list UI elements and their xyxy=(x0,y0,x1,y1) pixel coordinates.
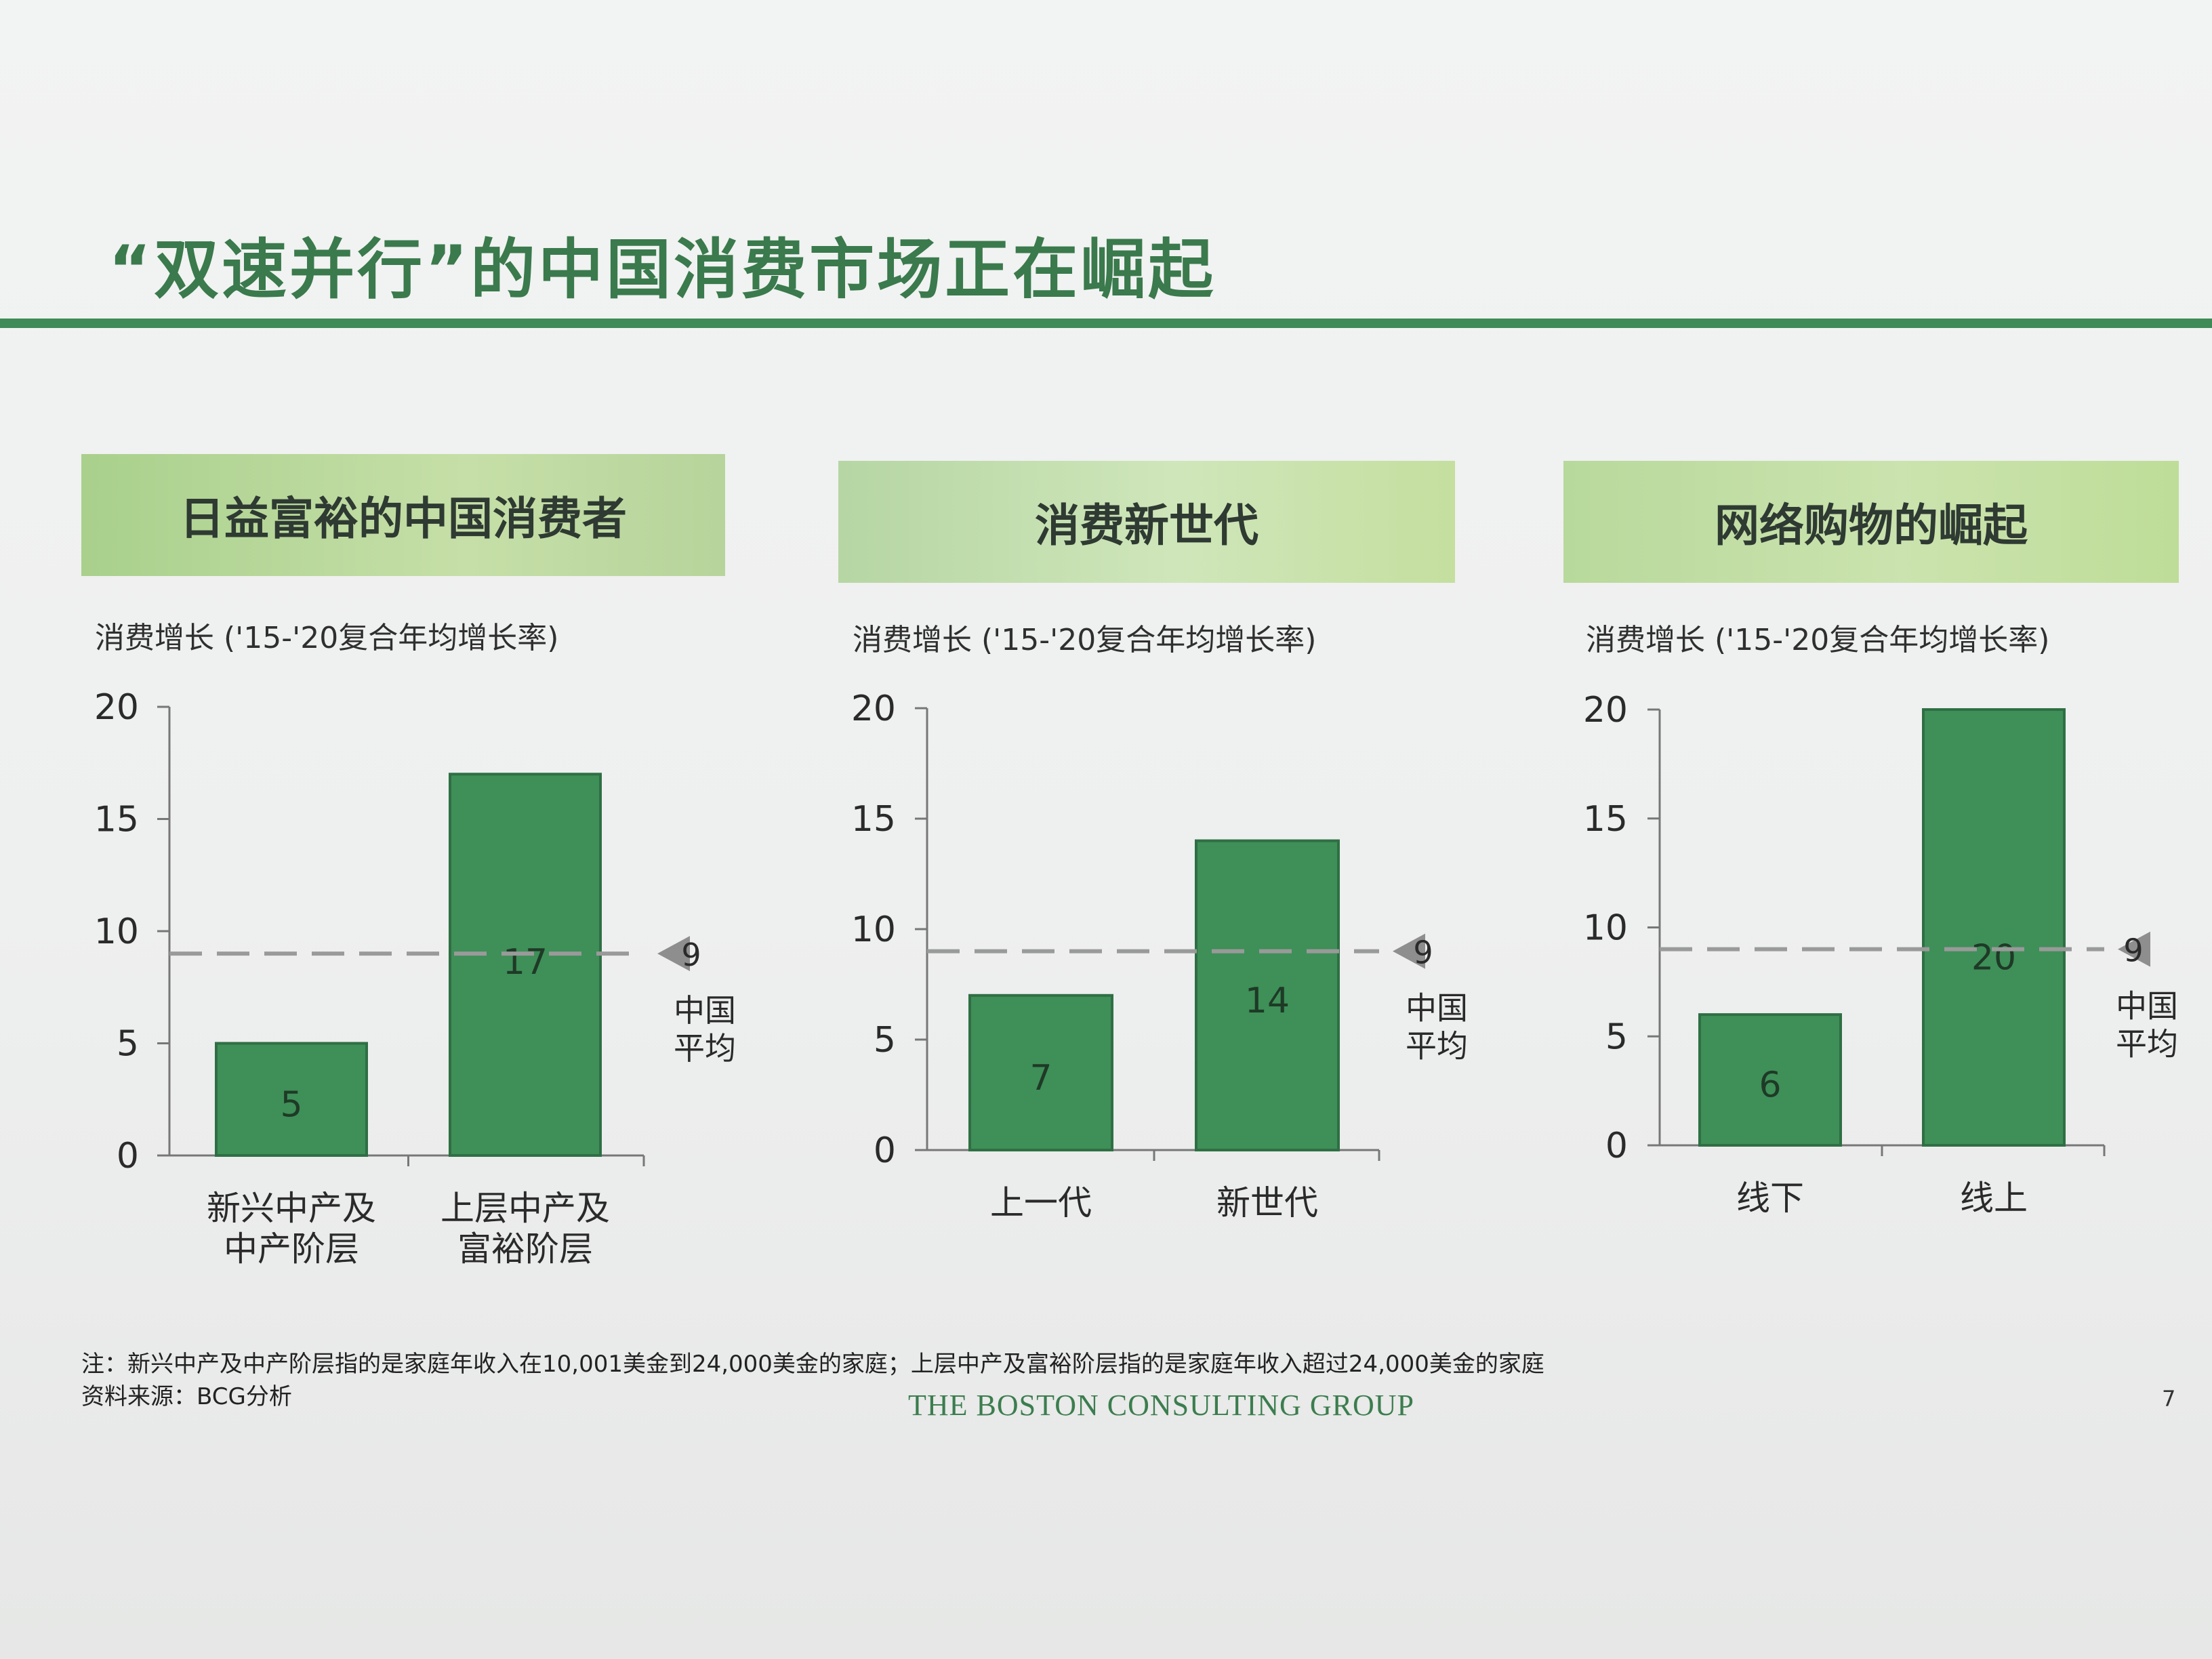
y-tick-label: 20 xyxy=(851,689,896,729)
y-tick-label: 10 xyxy=(94,912,139,952)
company-brand: THE BOSTON CONSULTING GROUP xyxy=(908,1389,1414,1422)
panel-header-new-generation: 消费新世代 xyxy=(838,461,1455,583)
china-average-value: 9 xyxy=(1413,935,1433,971)
china-average-label: 中国 xyxy=(2116,988,2178,1025)
bar-value-label: 5 xyxy=(280,1084,302,1125)
y-tick-label: 20 xyxy=(1583,690,1628,731)
source-note: 资料来源：BCG分析 xyxy=(81,1383,292,1410)
bar xyxy=(968,994,1113,1152)
china-average-value: 9 xyxy=(681,937,701,973)
bar xyxy=(1698,1013,1842,1147)
china-average-label: 平均 xyxy=(2116,1026,2178,1063)
china-average-marker xyxy=(2118,931,2150,967)
bar xyxy=(215,1042,368,1157)
bar-value-label: 7 xyxy=(1029,1058,1052,1099)
china-average-label: 中国 xyxy=(674,992,736,1029)
china-average-value: 9 xyxy=(2123,933,2143,969)
bar-value-label: 6 xyxy=(1759,1065,1781,1106)
page-number: 7 xyxy=(2162,1386,2176,1412)
y-tick-label: 0 xyxy=(117,1136,139,1176)
bar xyxy=(449,773,602,1158)
y-tick-label: 15 xyxy=(851,799,896,840)
china-average-marker xyxy=(657,936,690,972)
y-tick-label: 15 xyxy=(1583,799,1628,840)
x-category-label: 上层中产及 xyxy=(441,1189,610,1228)
bar-value-label: 20 xyxy=(1971,938,2016,979)
panel-subtitle: 消费增长 ('15-'20复合年均增长率) xyxy=(853,623,1317,657)
panel-header-online-shopping: 网络购物的崛起 xyxy=(1563,461,2179,583)
china-average-label: 平均 xyxy=(1406,1028,1468,1065)
footnote: 注：新兴中产及中产阶层指的是家庭年收入在10,001美金到24,000美金的家庭… xyxy=(81,1351,1544,1378)
y-tick-label: 0 xyxy=(1605,1126,1628,1166)
bar xyxy=(1195,839,1340,1151)
panel-subtitle: 消费增长 ('15-'20复合年均增长率) xyxy=(1586,623,2050,657)
china-average-label: 平均 xyxy=(674,1030,736,1067)
bar-value-label: 14 xyxy=(1245,981,1290,1021)
bar xyxy=(1922,708,2066,1147)
y-tick-label: 10 xyxy=(851,909,896,950)
x-category-label: 中产阶层 xyxy=(224,1229,359,1269)
china-average-label: 中国 xyxy=(1406,990,1468,1027)
bar-value-label: 17 xyxy=(503,942,548,983)
panel-subtitle: 消费增长 ('15-'20复合年均增长率) xyxy=(95,621,559,655)
y-tick-label: 5 xyxy=(874,1020,896,1061)
slide-title: “双速并行”的中国消费市场正在崛起 xyxy=(108,232,1216,308)
title-divider xyxy=(0,319,2212,328)
y-tick-label: 5 xyxy=(117,1024,139,1065)
panel-header-affluent-consumers: 日益富裕的中国消费者 xyxy=(81,454,725,576)
china-average-marker xyxy=(1393,933,1425,969)
x-category-label: 上一代 xyxy=(990,1183,1092,1223)
x-category-label: 线下 xyxy=(1736,1179,1804,1218)
y-tick-label: 0 xyxy=(874,1130,896,1171)
y-tick-label: 20 xyxy=(94,687,139,728)
x-category-label: 新世代 xyxy=(1216,1183,1318,1223)
y-tick-label: 5 xyxy=(1605,1017,1628,1057)
y-tick-label: 15 xyxy=(94,800,139,840)
y-tick-label: 10 xyxy=(1583,908,1628,949)
x-category-label: 线上 xyxy=(1960,1179,2028,1218)
x-category-label: 富裕阶层 xyxy=(457,1229,593,1269)
x-category-label: 新兴中产及 xyxy=(207,1189,376,1228)
